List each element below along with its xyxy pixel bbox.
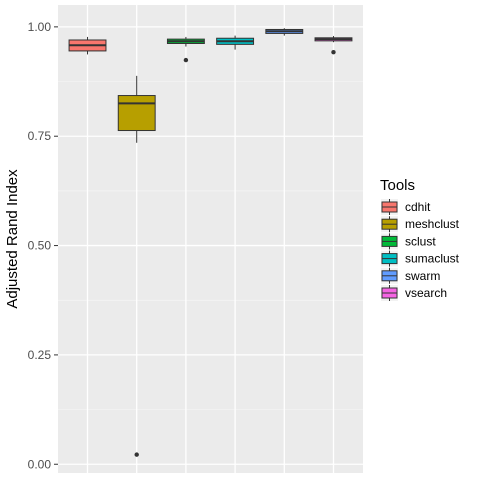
y-tick-label: 0.25 [28, 348, 52, 362]
legend-label: vsearch [405, 286, 447, 300]
legend-item-sumaclust: sumaclust [381, 250, 460, 267]
y-axis-ticks: 0.00 0.25 0.50 0.75 1.00 [28, 20, 58, 471]
y-axis-title: Adjusted Rand Index [4, 169, 21, 309]
box-meshclust [117, 75, 156, 457]
box-sclust [166, 36, 205, 63]
legend-item-cdhit: cdhit [381, 199, 431, 215]
outlier-point [183, 57, 189, 63]
box-sumaclust [216, 35, 255, 50]
legend-item-vsearch: vsearch [381, 285, 447, 301]
legend-label: meshclust [405, 217, 460, 231]
boxes [68, 28, 353, 457]
y-tick-label: 0.50 [28, 239, 52, 253]
box-cdhit [68, 36, 107, 55]
box-body [117, 95, 156, 132]
legend-label: swarm [405, 269, 440, 283]
y-tick-label: 0.75 [28, 129, 52, 143]
legend-item-swarm: swarm [381, 267, 440, 284]
y-tick-label: 1.00 [28, 20, 52, 34]
legend-label: sclust [405, 234, 436, 248]
box-vsearch [314, 36, 353, 55]
plot-panel [58, 5, 363, 473]
legend-title: Tools [380, 177, 415, 194]
box-swarm [265, 28, 304, 36]
outlier-point [134, 452, 139, 457]
legend-label: sumaclust [405, 252, 460, 266]
legend-item-meshclust: meshclust [381, 216, 460, 233]
outlier-point [331, 50, 336, 55]
y-tick-label: 0.00 [28, 457, 52, 471]
legend-item-sclust: sclust [381, 233, 436, 250]
minor-gridlines [58, 81, 363, 410]
legend: Tools cdhit meshclust sclust sumaclust swarm… [380, 177, 460, 301]
legend-label: cdhit [405, 200, 431, 214]
legend-items: cdhit meshclust sclust sumaclust swarm vsearc… [381, 199, 460, 301]
